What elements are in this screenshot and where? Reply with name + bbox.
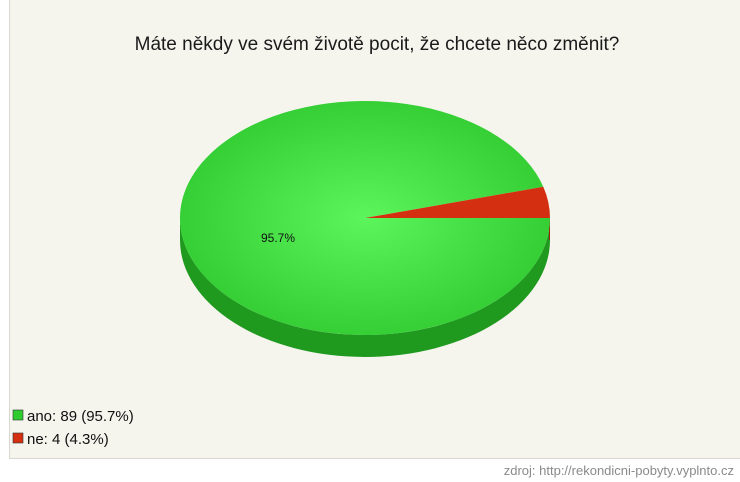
pie-slices: [180, 101, 550, 336]
pie-slice-ne: [365, 186, 550, 218]
pie-side-ano: [180, 218, 550, 357]
legend-entry-ne: ne: 4 (4.3%): [27, 431, 109, 448]
source-credit: zdroj: http://rekondicni-pobyty.vyplnto.…: [504, 463, 734, 478]
chart-title: Máte někdy ve svém životě pocit, že chce…: [135, 34, 620, 55]
pie-slice-ano: [180, 101, 550, 336]
legend-swatch-ano: [12, 409, 24, 421]
legend: ano: 89 (95.7%) ne: 4 (4.3%): [12, 408, 134, 448]
legend-swatch-ne: [12, 432, 24, 444]
slice-label-ano: 95.7%: [261, 231, 295, 245]
legend-entry-ano: ano: 89 (95.7%): [27, 408, 134, 425]
